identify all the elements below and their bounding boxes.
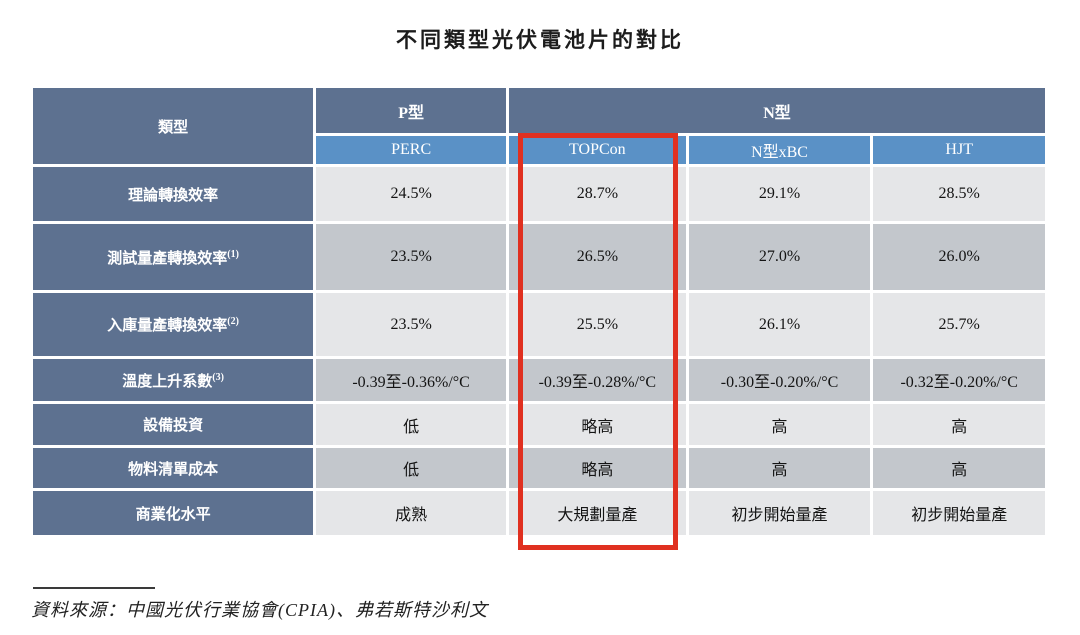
row-label: 入庫量產轉換效率(2) <box>33 293 314 356</box>
footnote-ref: (3) <box>212 371 224 383</box>
row-label: 測試量產轉換效率(1) <box>33 224 314 290</box>
value-cell: 24.5% <box>316 167 507 221</box>
footnote-ref: (1) <box>227 248 239 260</box>
value-cell: -0.39至-0.36%/°C <box>316 359 507 401</box>
group-header-p-type: P型 <box>316 88 507 133</box>
row-label-text: 物料清單成本 <box>128 461 219 478</box>
column-header-topcon: TOPCon <box>509 136 686 164</box>
row-label-text: 理論轉換效率 <box>128 187 219 204</box>
table-row-commercialization-level: 商業化水平 成熟 大規劃量產 初步開始量產 初步開始量產 <box>33 491 1045 535</box>
group-header-row: 類型 P型 N型 <box>33 88 1045 164</box>
column-header-n-xbc: N型xBC <box>688 136 871 164</box>
row-label-text: 商業化水平 <box>135 506 211 523</box>
value-cell: 27.0% <box>688 224 871 290</box>
row-label: 設備投資 <box>33 404 314 445</box>
table-title: 不同類型光伏電池片的對比 <box>396 29 684 52</box>
value-cell: 28.7% <box>509 167 686 221</box>
row-label-text: 測試量產轉換效率 <box>107 250 228 267</box>
value-cell: 略高 <box>509 448 686 488</box>
value-cell: 成熟 <box>316 491 507 535</box>
row-label: 商業化水平 <box>33 491 314 535</box>
row-label: 溫度上升系數(3) <box>33 359 314 401</box>
value-cell: 初步開始量產 <box>873 491 1045 535</box>
value-cell: 25.7% <box>873 293 1045 356</box>
row-label-text: 入庫量產轉換效率 <box>107 318 228 334</box>
table-row-bom-cost: 物料清單成本 低 略高 高 高 <box>33 448 1045 488</box>
footnote-divider-line <box>33 587 155 589</box>
value-cell: 略高 <box>509 404 686 445</box>
column-header-hjt: HJT <box>873 136 1045 164</box>
value-cell: -0.32至-0.20%/°C <box>873 359 1045 401</box>
table-row-warehoused-mass-production-efficiency: 入庫量產轉換效率(2) 23.5% 25.5% 26.1% 25.7% <box>33 293 1045 356</box>
value-cell: 23.5% <box>316 224 507 290</box>
row-label-text: 溫度上升系數 <box>122 373 213 390</box>
value-cell: 初步開始量產 <box>688 491 871 535</box>
value-cell: 26.0% <box>873 224 1045 290</box>
value-cell: 29.1% <box>688 167 871 221</box>
value-cell: 高 <box>688 448 871 488</box>
value-cell: 25.5% <box>509 293 686 356</box>
table-row-temperature-coefficient: 溫度上升系數(3) -0.39至-0.36%/°C -0.39至-0.28%/°… <box>33 359 1045 401</box>
table-body: 理論轉換效率 24.5% 28.7% 29.1% 28.5% 測試量產轉換效率(… <box>33 167 1045 535</box>
column-header-perc: PERC <box>316 136 507 164</box>
table-row-test-mass-production-efficiency: 測試量產轉換效率(1) 23.5% 26.5% 27.0% 26.0% <box>33 224 1045 290</box>
value-cell: 26.1% <box>688 293 871 356</box>
value-cell: 低 <box>316 448 507 488</box>
group-header-n-type: N型 <box>509 88 1045 133</box>
value-cell: -0.30至-0.20%/°C <box>688 359 871 401</box>
table-row-theoretical-efficiency: 理論轉換效率 24.5% 28.7% 29.1% 28.5% <box>33 167 1045 221</box>
value-cell: 高 <box>873 448 1045 488</box>
value-cell: 大規劃量產 <box>509 491 686 535</box>
value-cell: 高 <box>873 404 1045 445</box>
cell-comparison-table: 類型 P型 N型 PERC TOPCon N型xBC HJT 理論轉換效率 24… <box>30 85 1048 538</box>
table-header: 類型 P型 N型 PERC TOPCon N型xBC HJT <box>33 88 1045 164</box>
row-label: 理論轉換效率 <box>33 167 314 221</box>
column-header-row: PERC TOPCon N型xBC HJT <box>33 136 1045 164</box>
value-cell: 23.5% <box>316 293 507 356</box>
value-cell: 26.5% <box>509 224 686 290</box>
row-label: 物料清單成本 <box>33 448 314 488</box>
table-row-equipment-investment: 設備投資 低 略高 高 高 <box>33 404 1045 445</box>
row-label-text: 設備投資 <box>143 418 204 434</box>
footnote-ref: (2) <box>227 316 239 327</box>
value-cell: 高 <box>688 404 871 445</box>
value-cell: -0.39至-0.28%/°C <box>509 359 686 401</box>
value-cell: 低 <box>316 404 507 445</box>
value-cell: 28.5% <box>873 167 1045 221</box>
corner-header-type: 類型 <box>33 88 314 164</box>
source-note: 資料來源：中國光伏行業協會(CPIA)、弗若斯特沙利文 <box>31 600 488 620</box>
